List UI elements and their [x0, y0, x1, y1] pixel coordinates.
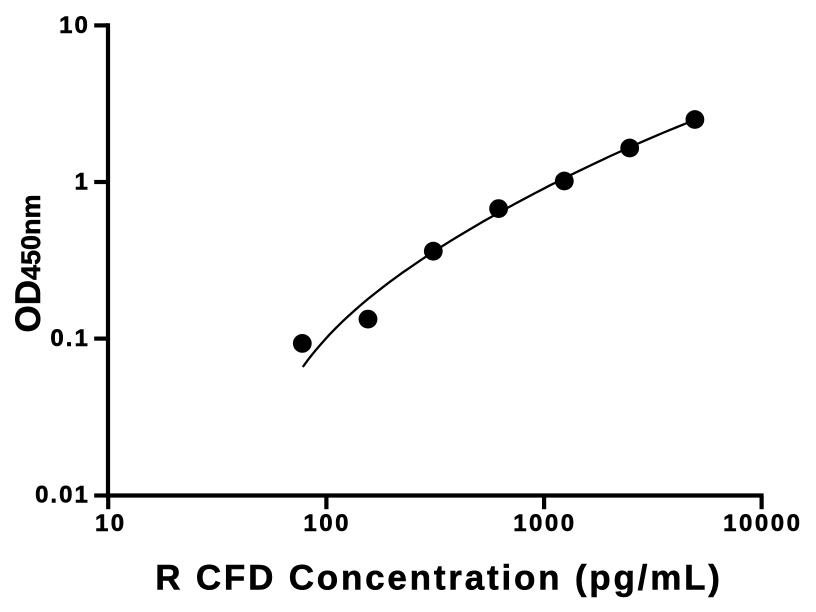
svg-text:1000: 1000	[513, 510, 576, 537]
svg-text:0.01: 0.01	[35, 482, 90, 509]
svg-text:10: 10	[95, 510, 127, 537]
svg-text:1: 1	[74, 168, 89, 195]
svg-text:OD450nm: OD450nm	[9, 194, 48, 332]
svg-text:10000: 10000	[723, 510, 802, 537]
svg-text:0.1: 0.1	[50, 325, 89, 352]
svg-text:R CFD Concentration (pg/mL): R CFD Concentration (pg/mL)	[155, 559, 723, 598]
svg-text:10: 10	[59, 12, 90, 39]
svg-text:100: 100	[303, 510, 351, 537]
